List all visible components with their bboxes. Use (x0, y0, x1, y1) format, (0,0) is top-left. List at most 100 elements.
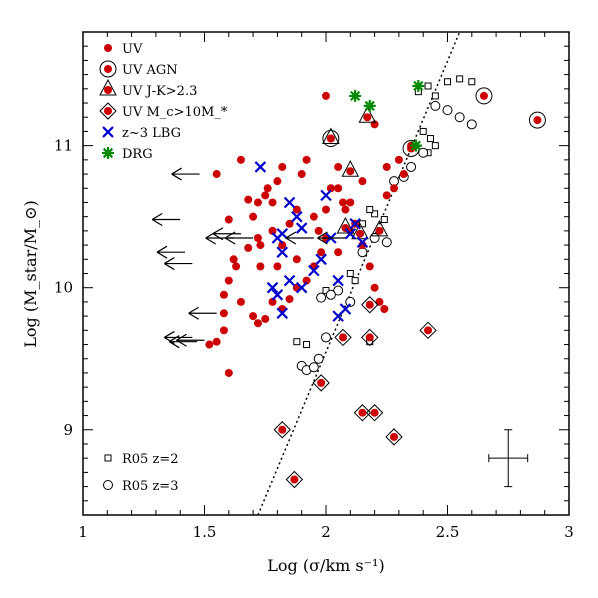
uv-point (212, 337, 221, 346)
uv-jk-point (326, 134, 335, 143)
r05-z2-point (468, 78, 476, 86)
upper-limit-arrow (168, 335, 198, 349)
r05-z3-point (406, 161, 417, 172)
r05-z3-point (381, 237, 392, 248)
uv-point (268, 226, 277, 235)
uv-point (322, 91, 330, 100)
uv-agn-ring (99, 60, 117, 78)
r05-z2-point (444, 78, 451, 86)
uv-point (229, 255, 238, 264)
uv-agn-point (104, 65, 112, 73)
r05-z3-point (316, 292, 327, 303)
drg-point (102, 147, 114, 159)
uv-mc-point (290, 475, 299, 484)
lbg-point (283, 274, 296, 287)
uv-agn-ring (475, 87, 493, 105)
uv-mc-diamond (312, 374, 330, 392)
uv-point (273, 262, 282, 271)
uv-point (382, 191, 391, 200)
uv-mc-diamond (99, 102, 117, 120)
uv-mc-point (104, 107, 112, 115)
upper-limit-arrow (212, 227, 241, 241)
ticks (82, 31, 570, 516)
lbg-point (295, 222, 308, 234)
uv-point (370, 283, 379, 292)
uv-point (292, 205, 301, 214)
r05-z2-point (419, 127, 427, 135)
uv-mc-point (278, 425, 287, 434)
lbg-point (291, 210, 303, 223)
x-tick-label: 1 (78, 523, 88, 541)
lbg-point (332, 274, 344, 287)
lbg-point (295, 281, 308, 294)
lbg-point (254, 161, 267, 173)
uv-point (249, 312, 258, 321)
uv-point (358, 177, 367, 186)
x-tick-label: 3 (564, 523, 574, 541)
uv-point (104, 44, 112, 52)
lbg-point (308, 264, 320, 277)
uv-point (326, 184, 335, 193)
r05-z3-point (103, 480, 113, 490)
uv-jk-point (375, 226, 384, 235)
uv-jk-point (104, 86, 112, 94)
error-bar (488, 429, 529, 488)
uv-point (236, 155, 245, 164)
lbg-point (320, 189, 332, 202)
r05-z2-point (303, 341, 311, 349)
lbg-point (356, 236, 369, 249)
r05-z2-point (431, 142, 439, 150)
uv-point (317, 248, 326, 257)
uv-jk-triangle (341, 160, 360, 177)
uv-point (278, 241, 287, 250)
upper-limit-arrow (176, 333, 205, 347)
lbg-point (276, 307, 289, 320)
legend-label-r05_z3: R05 z=3 (122, 479, 178, 494)
uv-point (302, 276, 311, 285)
uv-point (268, 198, 277, 207)
uv-point (346, 198, 355, 207)
uv-point (236, 297, 245, 306)
uv-mc-point (370, 408, 379, 417)
r05-z3-point (369, 232, 380, 243)
uv-point (297, 170, 306, 179)
uv-point (285, 219, 294, 228)
uv-point (219, 290, 228, 299)
r05-z2-point (351, 277, 359, 285)
uv-mc-point (339, 333, 348, 342)
drg-point (412, 79, 425, 92)
uv-point (314, 226, 323, 235)
uv-point (334, 248, 343, 257)
uv-point (375, 297, 384, 306)
upper-limit-arrow (164, 330, 193, 344)
lbg-point (276, 246, 289, 258)
lbg-point (332, 310, 344, 322)
x-axis-label: Log (σ/km s⁻¹) (267, 556, 384, 575)
uv-point (365, 262, 374, 271)
uv-mc-diamond (353, 404, 372, 422)
lbg-point (344, 227, 357, 240)
uv-point (249, 212, 258, 221)
r05-z3-point (308, 362, 319, 373)
uv-point (334, 162, 343, 171)
uv-point (380, 305, 389, 314)
lbg-point (266, 281, 279, 294)
uv-mc-diamond (419, 321, 437, 340)
uv-point (219, 326, 228, 335)
upper-limit-arrow (156, 245, 186, 259)
points-layer (151, 75, 546, 489)
r05-z3-point (430, 100, 441, 111)
x-tick-label: 2.5 (436, 523, 460, 541)
uv-point (256, 262, 265, 271)
uv-point (322, 205, 330, 214)
legend-label-uv_mc: UV M_c>10M_* (122, 105, 228, 120)
uv-point (302, 155, 311, 164)
r05-z3-point (442, 105, 453, 116)
lbg-point (276, 227, 289, 240)
drg-point (349, 89, 362, 102)
uv-point (224, 215, 233, 224)
x-tick-label: 1.5 (193, 523, 217, 541)
uv-jk-triangle (370, 219, 389, 237)
uv-point (339, 198, 348, 207)
